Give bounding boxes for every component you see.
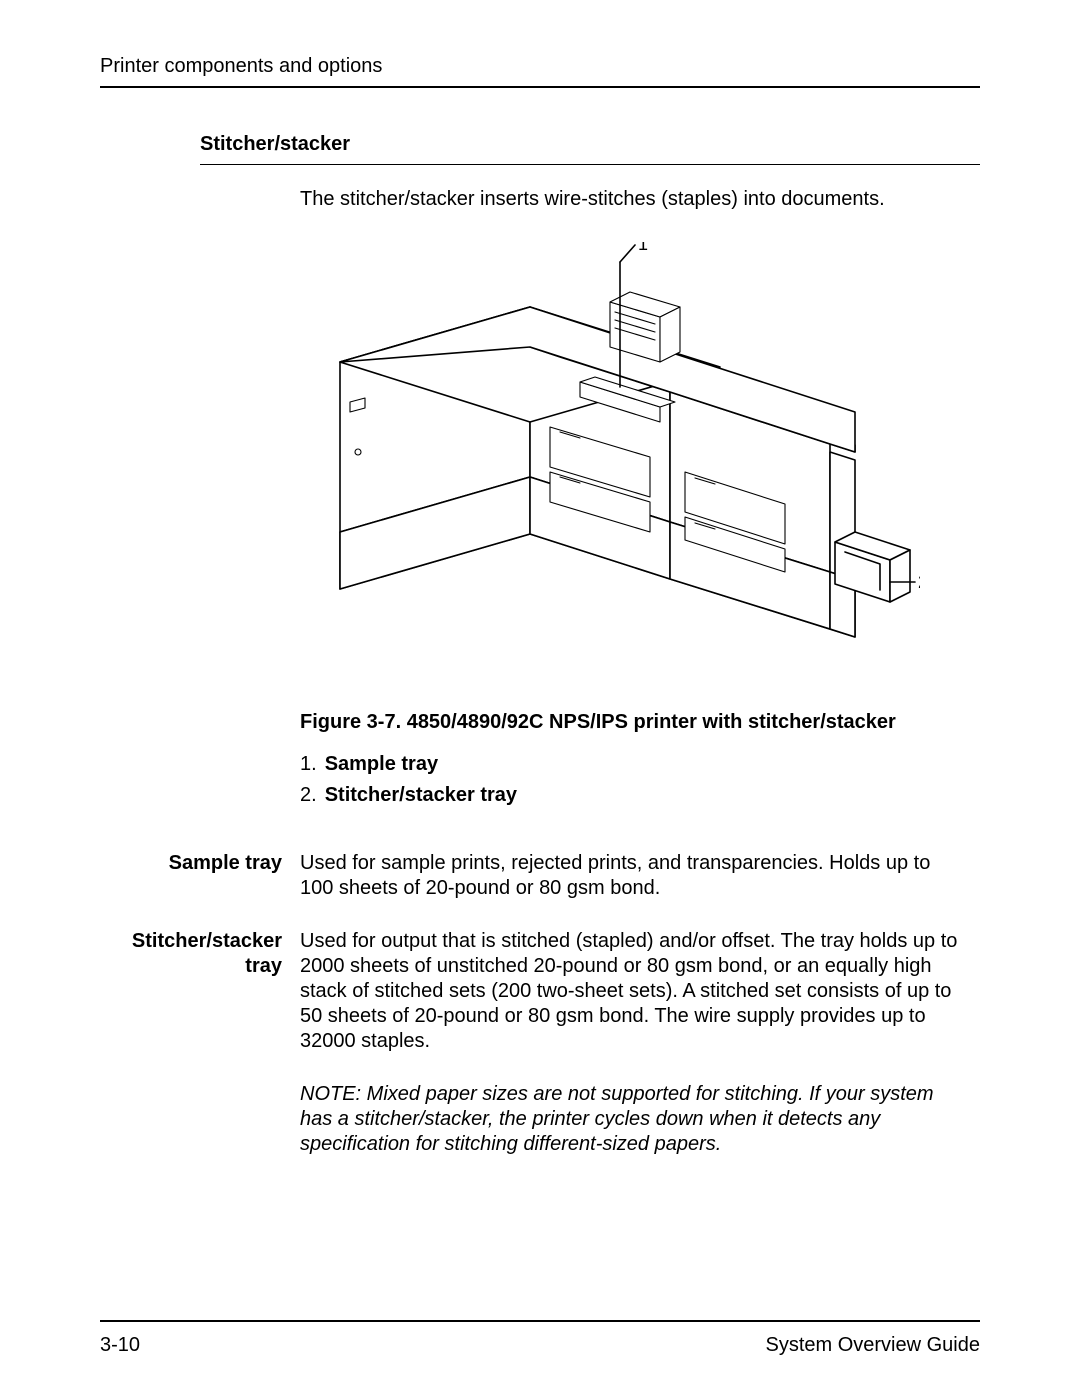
- definition-body: Used for sample prints, rejected prints,…: [300, 851, 960, 901]
- definition-term: Stitcher/stacker tray: [100, 929, 300, 1054]
- section-rule: [200, 164, 980, 165]
- page-number: 3-10: [100, 1334, 140, 1357]
- definition-body: Used for output that is stitched (staple…: [300, 929, 960, 1054]
- legend-label: Stitcher/stacker tray: [325, 780, 517, 811]
- legend-label: Sample tray: [325, 749, 438, 780]
- callout-2-label: 2: [918, 572, 920, 592]
- printer-diagram-svg: 1 2: [300, 242, 920, 692]
- running-head: Printer components and options: [100, 55, 980, 88]
- callout-1-label: 1: [638, 242, 648, 254]
- footer-rule: [100, 1320, 980, 1322]
- definition-row: Sample tray Used for sample prints, reje…: [100, 851, 980, 901]
- figure-caption: Figure 3-7. 4850/4890/92C NPS/IPS printe…: [300, 710, 940, 735]
- page-footer: 3-10 System Overview Guide: [100, 1334, 980, 1357]
- section-heading: Stitcher/stacker: [200, 133, 980, 156]
- doc-title: System Overview Guide: [765, 1334, 980, 1357]
- printer-figure: 1 2: [300, 242, 920, 692]
- legend-item: 2. Stitcher/stacker tray: [300, 780, 980, 811]
- figure-legend: 1. Sample tray 2. Stitcher/stacker tray: [300, 749, 980, 811]
- definition-row: Stitcher/stacker tray Used for output th…: [100, 929, 980, 1054]
- legend-item: 1. Sample tray: [300, 749, 980, 780]
- definition-term: Sample tray: [100, 851, 300, 901]
- legend-num: 2.: [300, 780, 317, 811]
- note-text: NOTE: Mixed paper sizes are not supporte…: [300, 1082, 960, 1157]
- page: Printer components and options Stitcher/…: [0, 0, 1080, 1397]
- section-intro: The stitcher/stacker inserts wire-stitch…: [300, 187, 920, 212]
- legend-num: 1.: [300, 749, 317, 780]
- definitions: Sample tray Used for sample prints, reje…: [100, 851, 980, 1054]
